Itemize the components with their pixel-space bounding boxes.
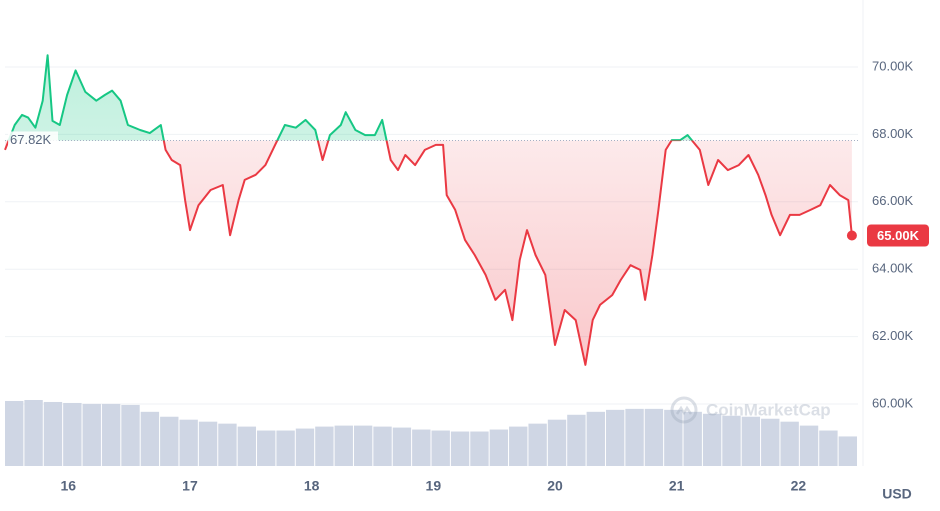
volume-bar	[567, 414, 586, 466]
volume-bar	[702, 413, 722, 466]
volume-bar	[683, 411, 702, 466]
volume-bar	[761, 418, 780, 466]
x-tick-label: 19	[426, 478, 442, 494]
volume-bar	[140, 411, 160, 466]
volume-bar	[431, 430, 450, 466]
volume-bar	[24, 400, 43, 466]
volume-bar	[547, 419, 567, 466]
current-price-box	[867, 224, 929, 247]
volume-bar	[43, 401, 63, 466]
last-point	[846, 230, 857, 241]
volume-bar	[160, 416, 179, 466]
volume-bar	[353, 425, 373, 466]
volume-bar	[334, 425, 353, 466]
y-tick-label: 62.00K	[872, 328, 914, 343]
y-tick-label: 60.00K	[872, 395, 914, 410]
y-tick-label: 64.00K	[872, 261, 914, 276]
volume-bar	[664, 409, 683, 466]
volume-bar	[780, 421, 799, 466]
volume-bar	[179, 419, 198, 466]
x-tick-label: 22	[791, 478, 807, 494]
volume-bar	[644, 408, 664, 466]
volume-bar	[295, 428, 315, 466]
volume-bar	[509, 426, 528, 466]
volume-bar	[237, 426, 257, 466]
volume-bar	[528, 423, 547, 466]
volume-bar	[605, 409, 625, 466]
volume-bar	[101, 403, 121, 466]
volume-bar	[392, 427, 412, 466]
watermark: CoinMarketCap	[670, 396, 831, 424]
y-tick-label: 70.00K	[872, 58, 914, 73]
x-tick-label: 20	[547, 478, 563, 494]
watermark-text: CoinMarketCap	[706, 400, 831, 419]
volume-bar	[799, 425, 819, 466]
volume-bar	[838, 436, 857, 466]
volume-bar	[450, 431, 470, 466]
volume-bar	[373, 426, 392, 466]
x-tick-label: 17	[182, 478, 198, 494]
x-tick-label: 18	[304, 478, 320, 494]
volume-bar	[741, 416, 761, 466]
y-tick-label: 66.00K	[872, 193, 914, 208]
volume-bar	[257, 430, 276, 466]
area-down	[5, 140, 852, 365]
volume-bar	[586, 411, 605, 466]
volume-bar	[722, 415, 741, 466]
x-tick-label: 16	[60, 478, 76, 494]
volume-bar	[819, 430, 838, 466]
volume-bar	[412, 429, 431, 466]
baseline-label-bg	[8, 131, 58, 148]
volume-bar	[218, 423, 237, 466]
volume-bar	[82, 403, 101, 466]
volume-bar	[470, 431, 489, 466]
baseline-label: 67.82K	[10, 132, 52, 147]
current-price-label: 65.00K	[877, 228, 920, 243]
volume-bar	[5, 400, 24, 466]
price-line-down	[4, 140, 853, 366]
volume-bar	[276, 430, 295, 466]
volume-bar	[315, 426, 334, 466]
volume-bar	[121, 404, 140, 466]
y-axis-label: USD	[882, 486, 912, 502]
price-line-up	[7, 54, 694, 141]
volume-bar	[625, 408, 644, 466]
volume-bar	[489, 429, 509, 466]
volume-bar	[198, 421, 218, 466]
volume-bar	[63, 402, 82, 466]
area-up	[5, 55, 852, 141]
x-tick-label: 21	[669, 478, 685, 494]
y-tick-label: 68.00K	[872, 126, 914, 141]
